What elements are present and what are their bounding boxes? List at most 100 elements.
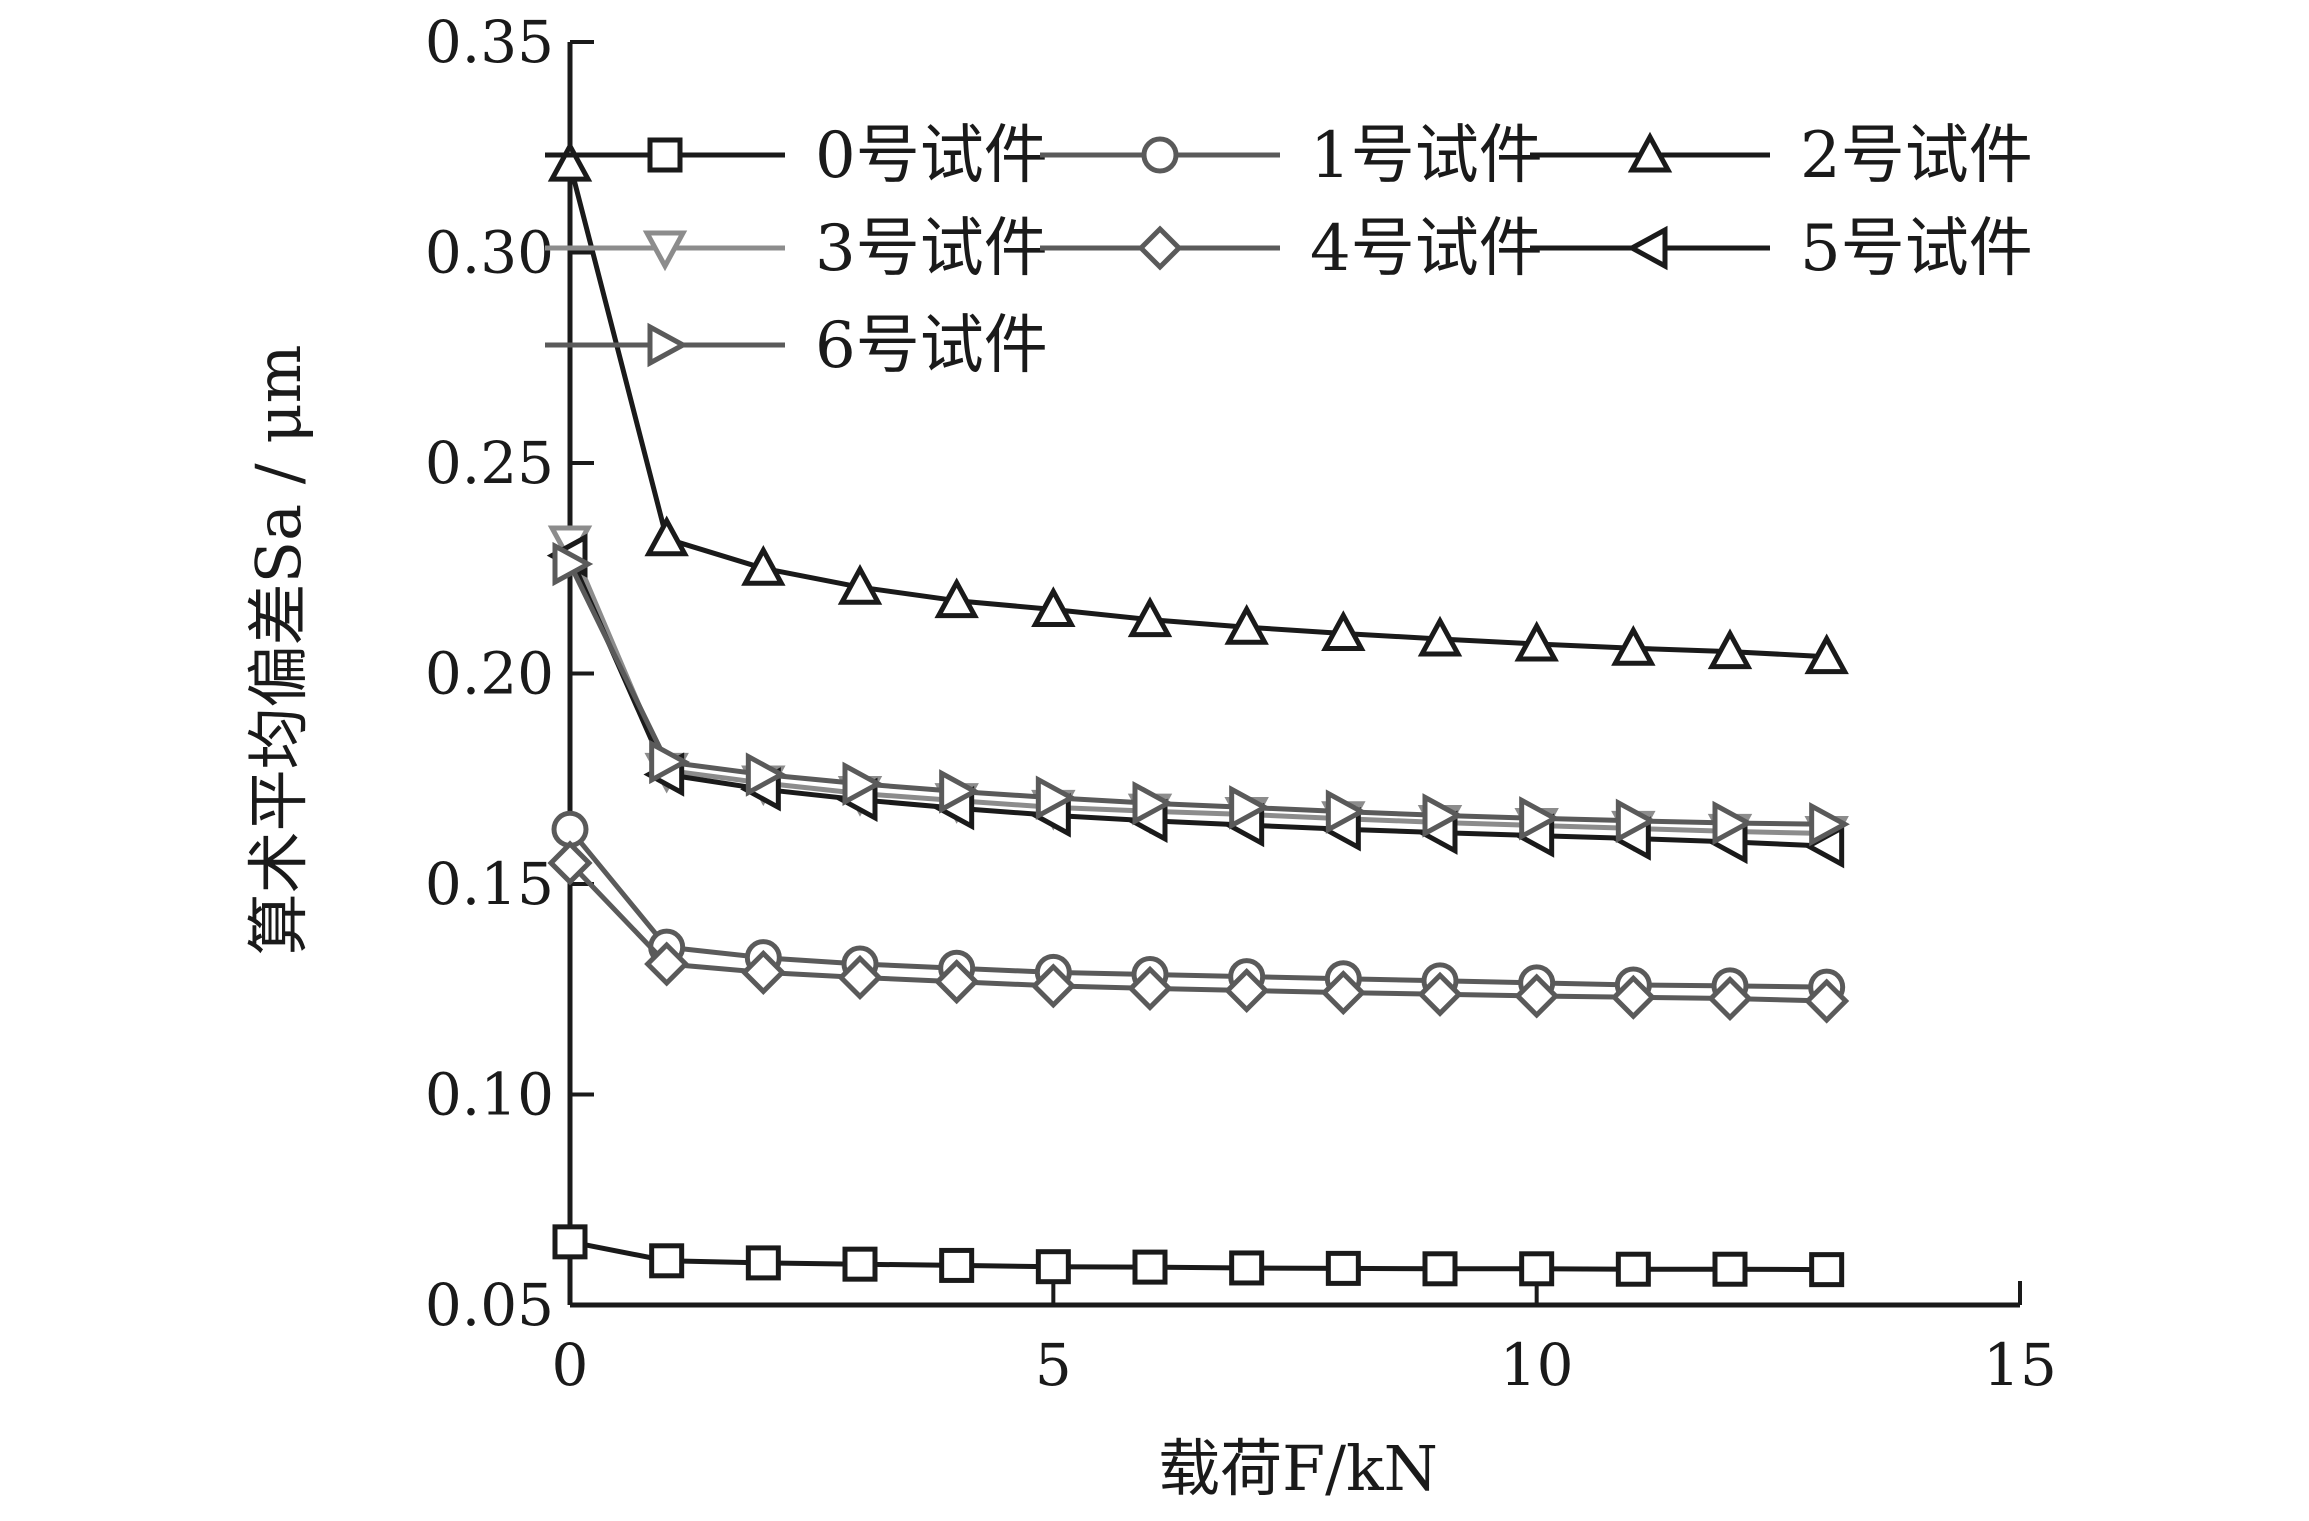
data-point xyxy=(1615,1251,1651,1287)
legend-marker xyxy=(1627,131,1673,173)
data-point xyxy=(745,752,787,797)
data-point xyxy=(1422,793,1464,838)
data-point xyxy=(842,1246,878,1282)
data-point xyxy=(934,577,979,619)
data-point xyxy=(1804,633,1849,675)
data-point xyxy=(1610,974,1656,1020)
y-tick-label: 0.15 xyxy=(425,850,554,918)
x-axis-title: 载荷F/kN xyxy=(1158,1432,1438,1505)
series-line xyxy=(567,163,1827,660)
legend-marker xyxy=(1626,225,1668,271)
data-point xyxy=(1132,780,1174,826)
data-point xyxy=(649,739,690,785)
legend-marker xyxy=(647,137,683,173)
legend-marker xyxy=(1137,225,1183,271)
data-point xyxy=(644,515,689,557)
data-point xyxy=(649,1243,685,1279)
legend-label: 0号试件 xyxy=(815,119,1048,193)
data-point xyxy=(547,140,593,182)
data-point xyxy=(1229,1250,1265,1286)
data-point xyxy=(1514,620,1559,662)
data-point xyxy=(1030,963,1076,1009)
data-point xyxy=(1229,785,1270,830)
data-point xyxy=(1712,800,1754,846)
series-line xyxy=(567,554,1827,849)
legend-label: 5号试件 xyxy=(1800,212,2033,286)
data-point xyxy=(552,1224,588,1260)
data-point xyxy=(939,769,980,814)
data-point xyxy=(644,941,690,987)
data-point xyxy=(842,761,884,807)
data-point xyxy=(837,563,883,605)
data-point xyxy=(1417,971,1463,1017)
data-point xyxy=(1611,625,1656,666)
y-tick-label: 0.25 xyxy=(425,429,554,497)
data-point xyxy=(1325,1250,1361,1286)
data-point xyxy=(1127,596,1173,638)
data-point xyxy=(1615,798,1657,844)
y-tick-label: 0.30 xyxy=(425,219,554,287)
data-point xyxy=(1035,775,1077,820)
data-point xyxy=(1224,967,1270,1014)
y-tick-label: 0.35 xyxy=(425,8,554,76)
data-point xyxy=(1519,1251,1555,1287)
legend-label: 2号试件 xyxy=(1800,119,2033,193)
y-axis-title: 算术平均偏差Sa / μm xyxy=(242,345,315,956)
data-point xyxy=(1809,1252,1845,1288)
y-tick-label: 0.10 xyxy=(425,1061,554,1129)
legend-marker xyxy=(642,230,688,272)
x-tick-label: 0 xyxy=(552,1331,589,1399)
data-point xyxy=(1320,970,1366,1016)
legend-item: 3号试件 xyxy=(545,212,1048,286)
series-6 xyxy=(552,541,1850,847)
legend-label: 1号试件 xyxy=(1310,119,1543,193)
data-point xyxy=(1132,1249,1168,1285)
legend-item: 4号试件 xyxy=(1040,212,1543,286)
data-point xyxy=(547,840,593,886)
axes: 0.05 0.10 0.15 0.20 0.25 0.30 0.35 0 5 10 15 xyxy=(425,8,2057,1399)
legend-item: 1号试件 xyxy=(1040,119,1543,193)
data-point xyxy=(1514,973,1560,1019)
legend-item: 0号试件 xyxy=(545,119,1048,193)
data-point xyxy=(934,959,980,1005)
legend-label: 4号试件 xyxy=(1310,212,1543,286)
legend-label: 6号试件 xyxy=(815,309,1048,383)
data-point xyxy=(939,1247,975,1283)
data-point xyxy=(1809,802,1850,847)
series-4 xyxy=(547,840,1850,1024)
x-tick-label: 5 xyxy=(1035,1331,1072,1399)
data-point xyxy=(1422,1251,1458,1287)
data-point xyxy=(1712,1251,1748,1287)
y-tick-label: 0.05 xyxy=(425,1271,554,1339)
legend-marker xyxy=(1141,136,1179,174)
data-point xyxy=(837,954,883,1000)
y-tick-label: 0.20 xyxy=(425,640,554,708)
series-0 xyxy=(552,1224,1845,1288)
data-point xyxy=(1519,796,1560,841)
data-point xyxy=(1031,586,1076,628)
x-tick-label: 15 xyxy=(1983,1331,2057,1399)
legend-marker xyxy=(647,322,689,368)
legend-item: 6号试件 xyxy=(545,309,1048,383)
data-point xyxy=(1127,965,1173,1011)
data-point xyxy=(740,949,786,995)
data-point xyxy=(745,1245,781,1281)
x-tick-label: 10 xyxy=(1500,1331,1574,1399)
legend-item: 2号试件 xyxy=(1530,119,2033,193)
data-point xyxy=(1417,615,1463,657)
data-point xyxy=(1804,978,1850,1024)
data-point xyxy=(1707,628,1753,670)
data-point xyxy=(1224,603,1269,645)
legend-label: 3号试件 xyxy=(815,212,1048,286)
data-point xyxy=(741,545,786,586)
data-point xyxy=(1321,610,1366,652)
data-point xyxy=(1035,1249,1071,1285)
data-point xyxy=(552,541,594,587)
legend-item: 5号试件 xyxy=(1530,212,2033,286)
data-point xyxy=(1707,975,1753,1022)
plot-area xyxy=(546,140,1850,1288)
legend: 0号试件 1号试件 2号试件 3号试件 4号试件 5号试件 6号试件 xyxy=(545,119,2033,383)
data-point xyxy=(1325,789,1367,834)
